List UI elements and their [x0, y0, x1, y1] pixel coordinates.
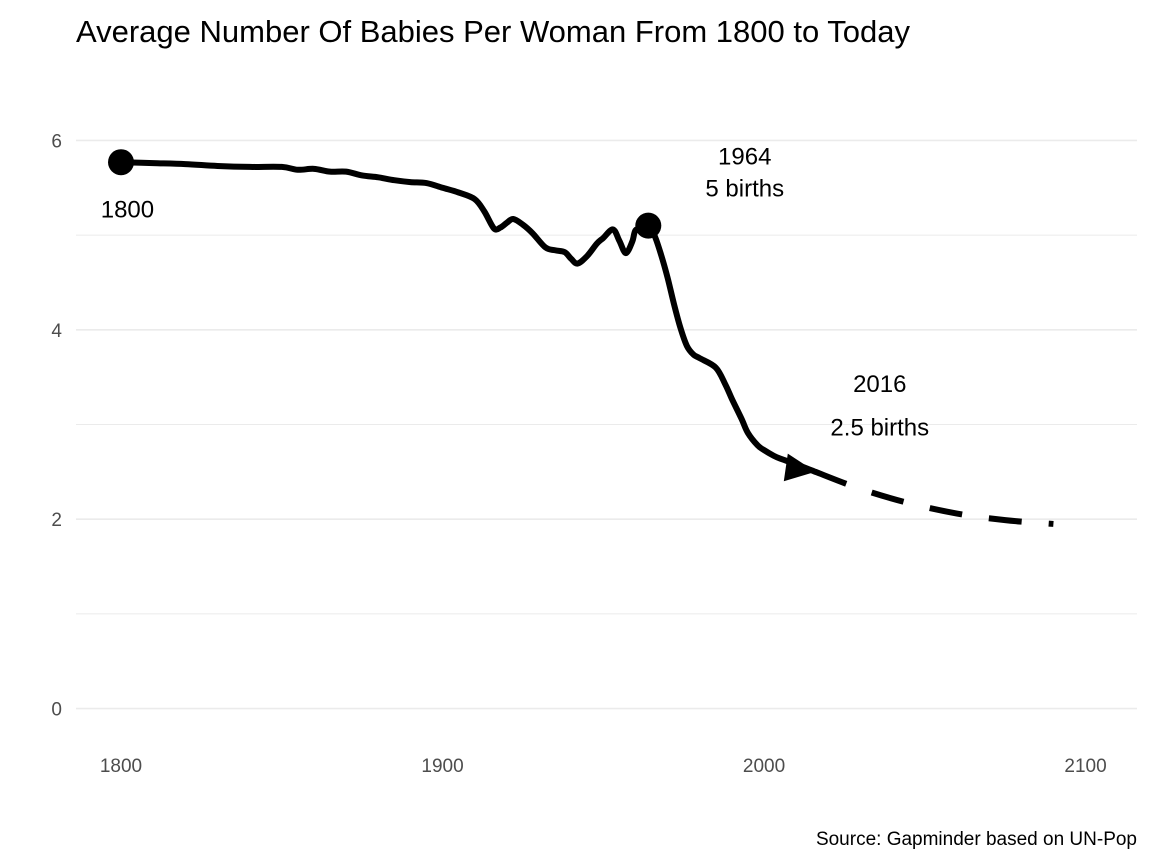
data-point-marker	[635, 212, 662, 239]
y-tick-label: 4	[51, 321, 62, 342]
y-tick-label: 6	[51, 131, 62, 152]
x-tick-label: 2100	[1064, 756, 1106, 777]
annotation-label: 5 births	[705, 176, 784, 203]
x-tick-label: 1800	[100, 756, 142, 777]
annotation-label: 1800	[101, 197, 154, 224]
historical-line	[118, 159, 819, 475]
x-tick-label: 2000	[743, 756, 785, 777]
point-markers	[108, 149, 662, 239]
y-tick-label: 0	[51, 700, 62, 721]
x-axis-ticks: 1800 1900 2000 2100	[100, 756, 1107, 777]
projection-dashed-line	[814, 469, 1054, 527]
y-tick-label: 2	[51, 510, 62, 531]
annotations: 1800 1964 5 births 2016 2.5 births	[101, 144, 929, 442]
annotation-label: 1964	[718, 144, 771, 171]
data-point-marker	[108, 149, 135, 176]
y-axis-ticks: 0 2 4 6	[51, 131, 62, 720]
annotation-label: 2.5 births	[830, 414, 929, 441]
series-lines	[118, 159, 1054, 527]
chart-title: Average Number Of Babies Per Woman From …	[76, 14, 910, 49]
arrow-head	[783, 453, 816, 482]
chart-caption: Source: Gapminder based on UN-Pop	[816, 829, 1137, 850]
arrow-annotation	[783, 453, 816, 482]
grid-lines	[76, 139, 1137, 710]
annotation-label: 2016	[853, 371, 906, 398]
x-tick-label: 1900	[421, 756, 463, 777]
